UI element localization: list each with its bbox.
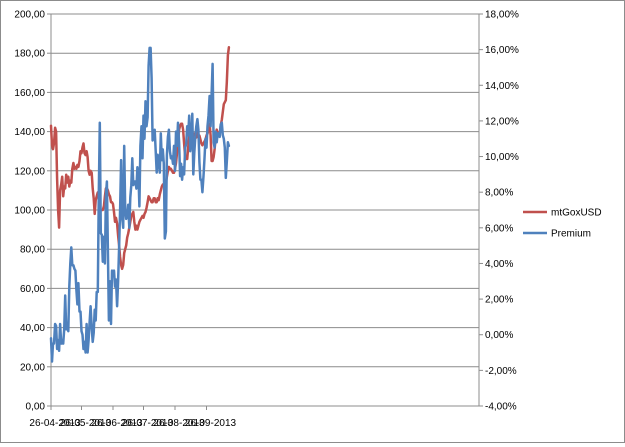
left-axis-tick-label: 80,00 [20,245,45,256]
x-axis-tick-label: 26-04-2013 [29,418,81,429]
right-axis-tick-label: -2,00% [485,366,517,377]
right-axis-tick-label: 2,00% [485,295,513,306]
right-axis-tick-label: 4,00% [485,259,513,270]
axes [47,13,483,410]
legend-label: Premium [551,229,591,240]
left-axis-tick-label: 160,00 [14,88,45,99]
left-axis-tick-labels: 0,00 20,00 40,00 60,00 80,00 100,00 120,00 140,… [14,10,45,413]
right-axis-tick-labels: -4,00% -2,00% 0,00% 2,00% 4,00% 6,00% 8,00% 10,… [485,10,519,413]
x-axis-tick-label: 26-08-2013 [153,418,205,429]
legend-label: mtGoxUSD [551,208,602,219]
series-layer [49,46,231,363]
x-axis-tick-label: 26-07-2013 [122,418,174,429]
x-axis-tick-label: 26-05-2013 [60,418,112,429]
left-axis-tick-label: 0,00 [26,402,46,413]
left-axis-tick-label: 100,00 [14,206,45,217]
left-axis-tick-label: 120,00 [14,166,45,177]
legend: mtGoxUSD Premium [523,208,602,240]
right-axis-tick-label: 10,00% [485,152,519,163]
right-axis-tick-label: 6,00% [485,223,513,234]
right-axis-tick-label: 0,00% [485,330,513,341]
left-axis-tick-label: 20,00 [20,362,45,373]
x-axis-tick-label: 26-06-2013 [91,418,143,429]
left-axis-tick-label: 200,00 [14,10,45,21]
left-axis-tick-label: 140,00 [14,127,45,138]
left-axis-tick-label: 40,00 [20,323,45,334]
right-axis-tick-label: 16,00% [485,45,519,56]
gridlines [51,13,479,368]
right-axis-tick-label: 8,00% [485,188,513,199]
series-line-premium [49,46,231,363]
right-axis-tick-label: -4,00% [485,402,517,413]
x-axis-tick-label: 26-09-2013 [185,418,237,429]
right-axis-tick-label: 18,00% [485,10,519,21]
right-axis-tick-label: 14,00% [485,81,519,92]
x-axis-tick-labels: 26-04-201326-05-201326-06-201326-07-2013… [29,418,236,429]
left-axis-tick-label: 180,00 [14,49,45,60]
left-axis-tick-label: 60,00 [20,284,45,295]
right-axis-tick-label: 12,00% [485,116,519,127]
